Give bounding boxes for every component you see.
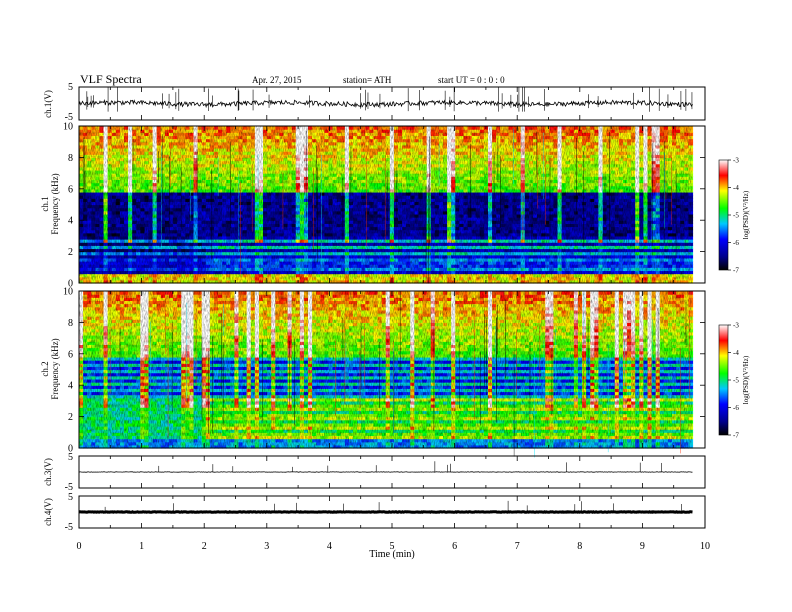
ch1-waveform-panel: ch.1(V) 5 -5 — [43, 82, 706, 123]
figure-title: VLF Spectra — [80, 72, 142, 86]
date-label: Apr. 27, 2015 — [252, 75, 302, 85]
start-time-label: start UT = 0 : 0 : 0 — [438, 75, 505, 85]
waveform-line — [78, 99, 693, 109]
ch1-waveform-ylabel: ch.1(V) — [43, 90, 53, 118]
ch1-ytick-top: 5 — [68, 82, 73, 93]
station-label: station= ATH — [343, 75, 392, 85]
ch1-waveform-trace — [78, 87, 693, 112]
ch1-ytick-bottom: -5 — [65, 112, 73, 123]
